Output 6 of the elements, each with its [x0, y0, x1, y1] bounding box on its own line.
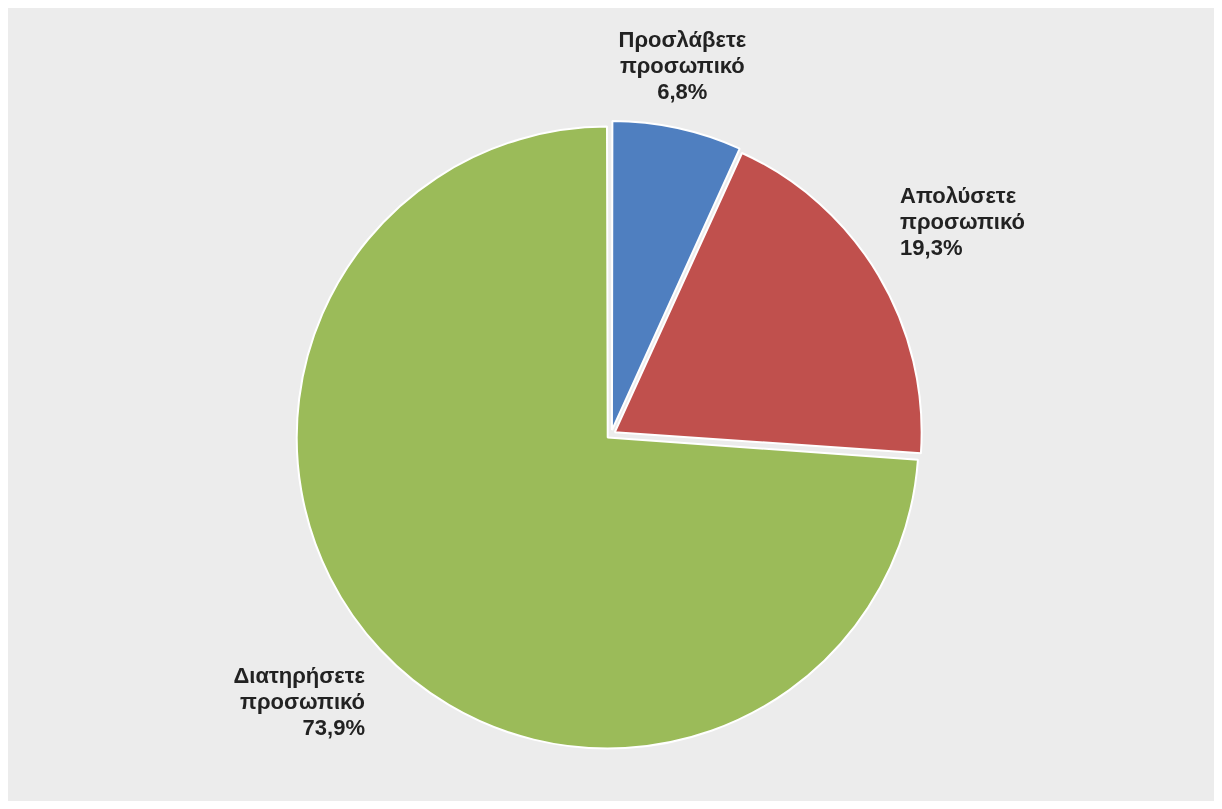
- data-label: 6,8%: [657, 78, 708, 104]
- slice-label: Προσλάβετε προσωπικό: [618, 26, 747, 78]
- data-label: 73,9%: [302, 715, 365, 741]
- slice-label: Διατηρήσετε προσωπικό: [233, 663, 366, 715]
- slice-label: Απολύσετε προσωπικό: [900, 183, 1025, 235]
- data-label: 19,3%: [900, 235, 963, 261]
